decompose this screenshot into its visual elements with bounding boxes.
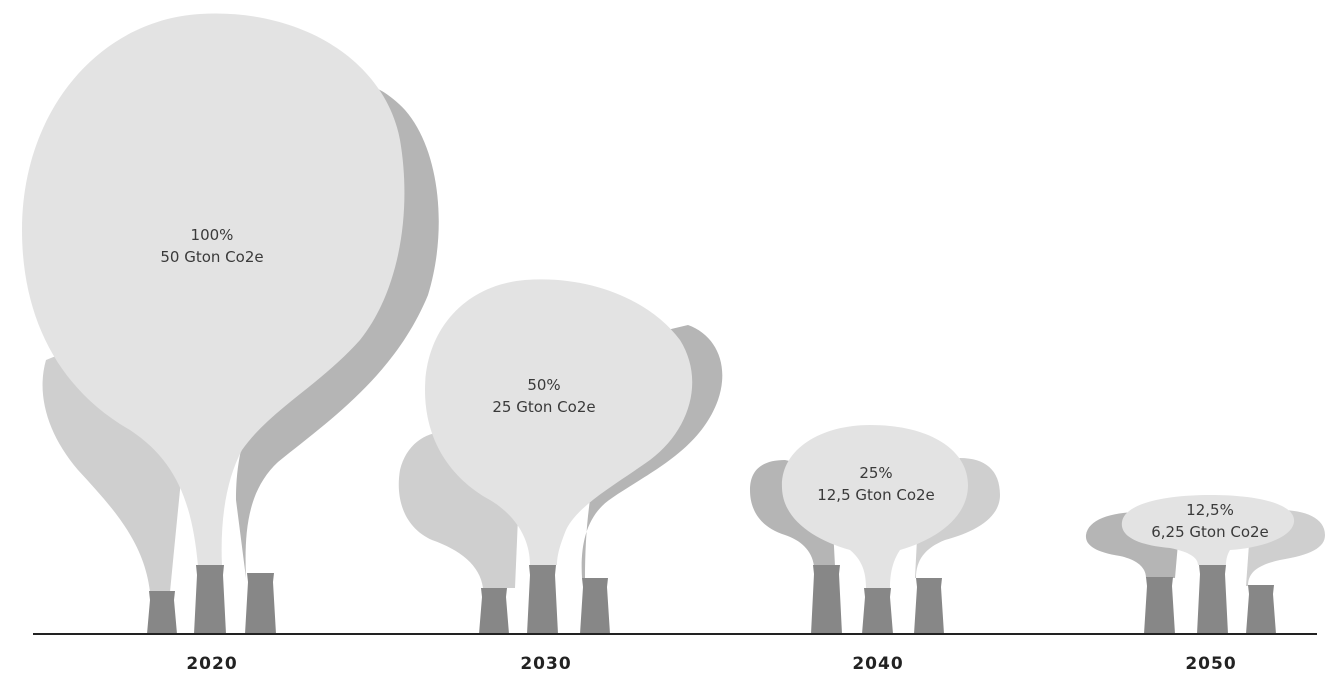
group-2020: 100% 50 Gton Co2e (22, 13, 439, 634)
cloud-label-2050-amount: 6,25 Gton Co2e (1151, 523, 1269, 541)
cloud-2040-main (781, 425, 968, 588)
chimney-2050-3 (1246, 585, 1276, 634)
year-label-2020: 2020 (186, 654, 237, 673)
chimney-2030-1 (479, 588, 509, 634)
cloud-2050-main (1121, 495, 1295, 565)
chimney-2020-2 (194, 565, 226, 634)
cloud-label-2030-amount: 25 Gton Co2e (492, 398, 595, 416)
group-2050: 12,5% 6,25 Gton Co2e (1085, 495, 1325, 634)
cloud-label-2020-percent: 100% (191, 226, 234, 244)
chimney-2050-2 (1197, 565, 1228, 634)
cloud-label-2050-percent: 12,5% (1186, 501, 1234, 519)
year-label-2030: 2030 (520, 654, 571, 673)
chimney-2040-1 (811, 565, 842, 634)
chimney-2030-2 (527, 565, 558, 634)
chimney-2040-2 (862, 588, 893, 634)
cloud-label-2040-amount: 12,5 Gton Co2e (817, 486, 935, 504)
year-label-2040: 2040 (852, 654, 903, 673)
cloud-2030-main (425, 279, 693, 565)
chimney-2040-3 (914, 578, 944, 634)
cloud-label-2030-percent: 50% (527, 376, 560, 394)
group-2040: 25% 12,5 Gton Co2e (750, 425, 1000, 634)
chimney-2030-3 (580, 578, 610, 634)
group-2030: 50% 25 Gton Co2e (398, 279, 723, 634)
cloud-label-2020-amount: 50 Gton Co2e (160, 248, 263, 266)
cloud-2020-main (22, 13, 405, 566)
chimney-2050-1 (1144, 577, 1175, 634)
year-label-2050: 2050 (1185, 654, 1236, 673)
chimney-2020-1 (147, 591, 177, 634)
chimney-2020-3 (245, 573, 276, 634)
cloud-label-2040-percent: 25% (859, 464, 892, 482)
